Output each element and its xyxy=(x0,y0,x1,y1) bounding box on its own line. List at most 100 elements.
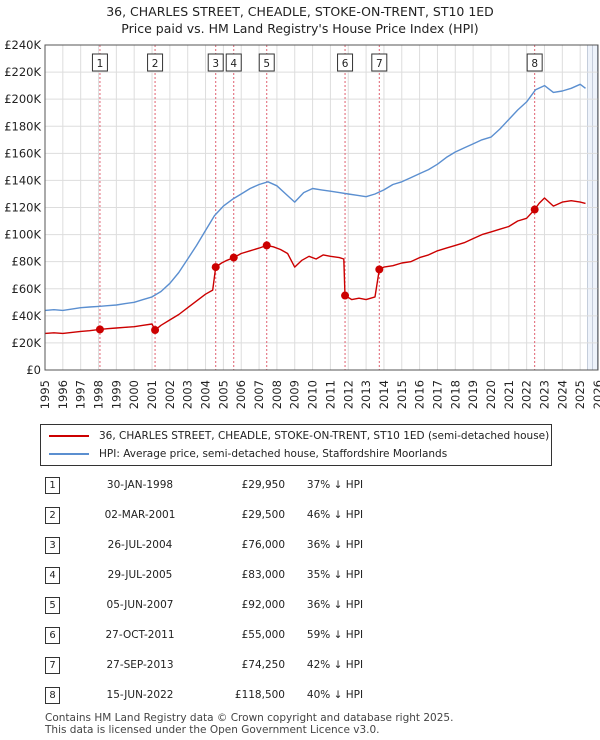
sale-marker-box xyxy=(337,53,354,72)
legend: 36, CHARLES STREET, CHEADLE, STOKE-ON-TR… xyxy=(40,424,552,466)
sale-hpi-diff: 36% ↓ HPI xyxy=(306,599,364,611)
x-tick-label: 1996 xyxy=(56,380,70,409)
sale-number: 5 xyxy=(45,596,60,614)
x-tick-label: 2023 xyxy=(537,380,551,409)
sale-marker-label: 1 xyxy=(97,58,104,70)
sale-price: £76,000 xyxy=(241,539,285,551)
sale-date: 26-JUL-2004 xyxy=(107,539,173,551)
legend-swatch-hpi xyxy=(49,453,89,455)
sale-hpi-diff: 59% ↓ HPI xyxy=(306,629,364,641)
x-tick-label: 2025 xyxy=(573,380,587,409)
sale-price: £92,000 xyxy=(241,599,285,611)
sale-number: 8 xyxy=(45,686,60,704)
sale-point xyxy=(341,291,350,300)
x-tick-label: 2019 xyxy=(466,380,480,409)
y-tick-label: £20K xyxy=(12,336,42,350)
sale-marker-label: 7 xyxy=(376,58,383,70)
y-tick-label: £180K xyxy=(4,119,41,133)
sale-price: £83,000 xyxy=(241,569,285,581)
sales-row: 8 15-JUN-2022 £118,500 40% ↓ HPI xyxy=(40,680,385,710)
footer-licence: This data is licensed under the Open Gov… xyxy=(45,724,380,736)
chart-title-line-2: Price paid vs. HM Land Registry's House … xyxy=(121,21,479,36)
x-tick-label: 2012 xyxy=(341,380,355,409)
x-tick-label: 2015 xyxy=(395,380,409,409)
sale-marker-label: 8 xyxy=(531,58,538,70)
x-tick-label: 2005 xyxy=(216,380,230,409)
sale-price: £29,500 xyxy=(241,509,285,521)
y-tick-label: £220K xyxy=(4,65,41,79)
sales-row: 4 29-JUL-2005 £83,000 35% ↓ HPI xyxy=(40,560,385,590)
x-tick-label: 2006 xyxy=(234,380,248,409)
x-tick-label: 1997 xyxy=(74,380,88,409)
x-tick-label: 2003 xyxy=(181,380,195,409)
sale-date: 05-JUN-2007 xyxy=(106,599,174,611)
sales-row: 2 02-MAR-2001 £29,500 46% ↓ HPI xyxy=(40,500,385,530)
sale-number: 6 xyxy=(45,626,60,644)
sale-point xyxy=(229,253,238,262)
x-tick-label: 2016 xyxy=(413,380,427,409)
sale-date: 27-SEP-2013 xyxy=(106,659,174,671)
x-tick-label: 1999 xyxy=(109,380,123,409)
sale-date: 15-JUN-2022 xyxy=(106,689,174,701)
sale-marker-box xyxy=(207,53,224,72)
sale-hpi-diff: 36% ↓ HPI xyxy=(306,539,364,551)
sale-marker-box xyxy=(258,53,275,72)
x-tick-label: 2018 xyxy=(448,380,462,409)
sale-point xyxy=(95,325,104,334)
sale-marker-box xyxy=(371,53,388,72)
plot-frame xyxy=(44,44,599,371)
y-tick-label: £240K xyxy=(4,38,41,52)
x-tick-label: 2014 xyxy=(377,380,391,409)
sale-price: £55,000 xyxy=(241,629,285,641)
sales-table: 1 30-JAN-1998 £29,950 37% ↓ HPI 2 02-MAR-2001… xyxy=(40,470,385,710)
x-tick-label: 2008 xyxy=(270,380,284,409)
sale-date: 29-JUL-2005 xyxy=(107,569,173,581)
sale-number: 1 xyxy=(45,476,60,494)
sale-marker-label: 2 xyxy=(152,58,159,70)
sale-hpi-diff: 35% ↓ HPI xyxy=(306,569,364,581)
y-tick-label: £0 xyxy=(26,363,41,377)
sale-marker-label: 3 xyxy=(212,58,219,70)
x-tick-label: 2021 xyxy=(502,380,516,409)
property-price-line xyxy=(44,197,586,335)
sale-marker-label: 5 xyxy=(263,58,270,70)
hpi-line xyxy=(44,83,586,312)
sale-number: 3 xyxy=(45,536,60,554)
x-tick-label: 2007 xyxy=(252,380,266,409)
y-tick-label: £140K xyxy=(4,173,41,187)
sale-marker-box xyxy=(225,53,242,72)
sale-price: £29,950 xyxy=(241,479,285,491)
y-tick-label: £200K xyxy=(4,92,41,106)
x-tick-label: 2002 xyxy=(163,380,177,409)
x-tick-label: 2022 xyxy=(520,380,534,409)
y-tick-label: £100K xyxy=(4,228,41,242)
sale-point xyxy=(375,265,384,274)
sale-marker-label: 4 xyxy=(230,58,237,70)
x-tick-label: 2000 xyxy=(127,380,141,409)
sale-marker-label: 6 xyxy=(342,58,349,70)
sales-row: 3 26-JUL-2004 £76,000 36% ↓ HPI xyxy=(40,530,385,560)
x-tick-label: 2013 xyxy=(359,380,373,409)
sale-point xyxy=(530,205,539,214)
sale-date: 27-OCT-2011 xyxy=(105,629,175,641)
y-tick-label: £160K xyxy=(4,146,41,160)
y-tick-label: £80K xyxy=(12,255,42,269)
sale-hpi-diff: 42% ↓ HPI xyxy=(306,659,364,671)
sale-hpi-diff: 37% ↓ HPI xyxy=(306,479,364,491)
x-tick-label: 2010 xyxy=(306,380,320,409)
sales-row: 1 30-JAN-1998 £29,950 37% ↓ HPI xyxy=(40,470,385,500)
sale-number: 7 xyxy=(45,656,60,674)
x-tick-label: 2024 xyxy=(555,380,569,409)
footer-copyright: Contains HM Land Registry data © Crown c… xyxy=(45,712,454,724)
sale-hpi-diff: 40% ↓ HPI xyxy=(306,689,364,701)
sale-price: £118,500 xyxy=(234,689,285,701)
x-tick-label: 2004 xyxy=(199,380,213,409)
sale-date: 30-JAN-1998 xyxy=(106,479,174,491)
x-tick-label: 2001 xyxy=(145,380,159,409)
sale-price: £74,250 xyxy=(241,659,285,671)
legend-label-hpi: HPI: Average price, semi-detached house,… xyxy=(99,448,448,460)
sale-point xyxy=(211,263,220,272)
y-tick-label: £40K xyxy=(12,309,42,323)
sale-point xyxy=(262,241,271,250)
